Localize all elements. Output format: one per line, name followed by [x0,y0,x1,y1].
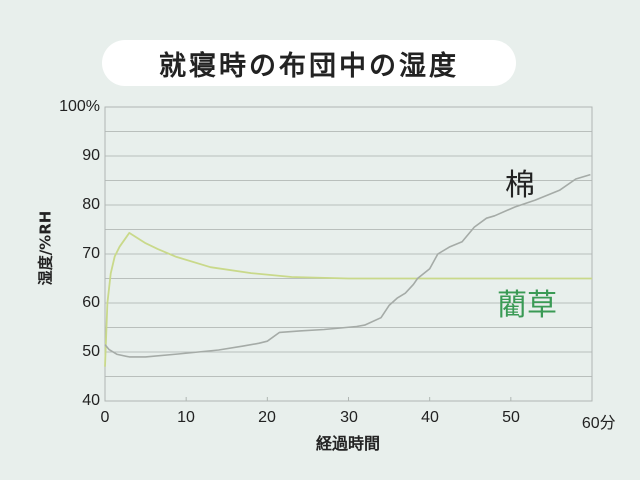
x-tick: 0 [100,409,110,426]
x-tick: 10 [177,409,195,426]
x-axis-label: 経過時間 [315,434,381,453]
series-line-igusa [104,231,592,367]
x-tick: 50 [502,409,520,426]
x-tick: 60分 [581,415,616,432]
y-tick: 60 [82,294,100,311]
series-line-cotton [104,173,591,358]
x-tick: 30 [340,409,358,426]
x-tick: 20 [258,409,276,426]
y-tick: 40 [82,392,100,409]
series-label-igusa: 藺草 [497,288,557,323]
x-tick-marks [185,397,512,401]
chart-title: 就寝時の布団中の湿度 [159,50,459,82]
y-tick: 100% [59,98,100,115]
y-tick: 70 [82,245,100,262]
x-tick: 40 [421,409,439,426]
y-tick: 80 [82,196,100,213]
chart-title-pill: 就寝時の布団中の湿度 [102,40,516,86]
y-tick: 50 [82,343,100,360]
y-tick: 90 [82,147,100,164]
series-label-cotton: 棉 [505,168,535,203]
